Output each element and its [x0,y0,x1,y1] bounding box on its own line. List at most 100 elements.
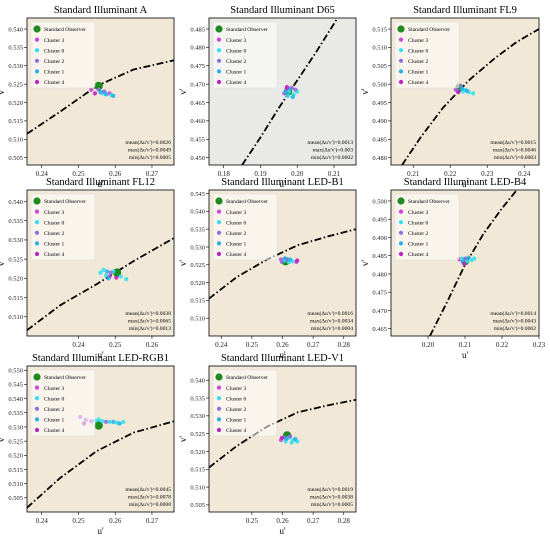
y-tick-label: 0.480 [372,155,387,162]
plot-frame [390,17,540,166]
legend-label: Cluster 1 [44,70,65,76]
cluster-1-point [111,419,116,424]
legend-marker [34,427,40,433]
legend-marker [215,25,223,33]
cluster-1-point [288,257,293,262]
legend-label: Cluster 2 [44,59,65,65]
x-tick-label: 0.26 [146,341,159,349]
y-axis-label: v' [178,260,188,267]
x-tick-label: 0.25 [109,341,122,349]
legend-marker [215,197,223,205]
stats-text: mean(Δu'v')=0.0015 [490,139,536,146]
y-tick-label: 0.545 [8,382,23,389]
cluster-0-point [124,277,129,282]
cluster-4-point [462,261,467,266]
x-tick-label: 0.21 [407,170,420,178]
stats-text: mean(Δu'v')=0.0019 [307,486,353,493]
legend-marker [216,251,222,257]
legend-marker [34,220,40,225]
cluster-1-point [293,436,298,442]
cluster-0-point [289,440,294,445]
stats-text: max(Δu'v')=0.0078 [128,494,171,501]
y-tick-label: 0.530 [8,424,23,431]
legend-label: Standard Observer [408,27,450,33]
legend-label: Cluster 4 [226,80,247,86]
y-tick-label: 0.530 [8,63,23,70]
legend-marker [216,396,222,401]
stats-text: max(Δu'v')=0.0043 [493,318,536,325]
y-tick-label: 0.525 [8,81,23,88]
x-tick-label: 0.26 [109,170,122,178]
legend-label: Cluster 0 [226,48,247,54]
y-tick-label: 0.490 [372,235,387,242]
y-tick-label: 0.515 [190,467,205,474]
y-tick-label: 0.500 [372,198,387,205]
x-tick-label: 0.26 [276,341,289,349]
x-axis-label: u' [97,526,104,535]
legend-box [394,21,460,89]
legend-label: Standard Observer [226,375,268,381]
y-tick-label: 0.475 [372,290,387,297]
plot-frame [26,17,175,166]
cluster-0-point [98,270,103,275]
cluster-1-point [459,86,465,91]
x-axis-label: u' [97,179,104,189]
legend-marker [33,373,41,381]
y-tick-label: 0.465 [190,100,205,107]
y-tick-label: 0.550 [8,368,23,375]
legend-label: Cluster 4 [44,80,65,86]
legend-label: Cluster 1 [44,418,65,424]
legend: Standard Observer Cluster 3 Cluster 0 Clust… [212,369,278,437]
y-axis-label: v' [360,88,370,95]
y-tick-label: 0.480 [190,45,205,52]
cluster-2-point [108,270,113,275]
legend: Standard Observer Cluster 3 Cluster 0 Clust… [212,193,278,261]
y-axis-label: v' [0,260,6,267]
stats-text: min(Δu'v')=0.0002 [494,325,536,332]
legend: Standard Observer Cluster 3 Cluster 0 Clust… [30,21,96,89]
x-tick-label: 0.18 [218,170,231,178]
legend-marker [398,230,404,235]
x-tick-label: 0.20 [291,170,304,178]
legend-marker [34,385,40,390]
cluster-2-point [103,419,109,424]
y-axis-label: v' [0,436,6,443]
legend-marker [34,48,40,53]
legend-box [30,21,96,89]
x-tick-label: 0.24 [215,341,228,349]
y-tick-label: 0.505 [372,63,387,70]
legend-marker [216,209,222,214]
cluster-1-point [106,276,111,281]
cluster-4-point [92,91,98,96]
y-tick-label: 0.455 [190,137,205,144]
cluster-4-point [284,84,290,90]
y-tick-label: 0.540 [190,209,205,216]
y-tick-label: 0.515 [372,26,387,33]
legend-marker [33,197,41,205]
x-tick-label: 0.28 [338,517,351,525]
y-tick-label: 0.530 [8,237,23,244]
x-tick-label: 0.21 [459,341,472,349]
x-tick-label: 0.27 [146,170,159,178]
planckian-locus-line [27,420,174,509]
y-tick-label: 0.510 [372,45,387,52]
x-axis-label: u' [279,179,286,189]
y-axis-label: v' [178,436,188,443]
legend: Standard Observer Cluster 3 Cluster 0 Clust… [394,193,460,261]
legend-marker [216,220,222,225]
legend-label: Cluster 2 [226,59,247,65]
x-tick-label: 0.25 [72,517,85,525]
x-tick-label: 0.22 [444,170,457,178]
legend-marker [216,37,222,42]
y-tick-label: 0.545 [190,191,205,198]
legend-label: Cluster 3 [226,210,247,216]
legend-label: Cluster 2 [44,407,65,413]
cluster-1-point [103,92,109,97]
legend-marker [216,79,222,85]
y-tick-label: 0.530 [190,244,205,251]
y-tick-label: 0.460 [190,118,205,125]
planckian-locus-line [209,398,356,469]
y-tick-label: 0.485 [372,137,387,144]
plot-frame [26,365,175,513]
cluster-1-point [283,90,288,95]
